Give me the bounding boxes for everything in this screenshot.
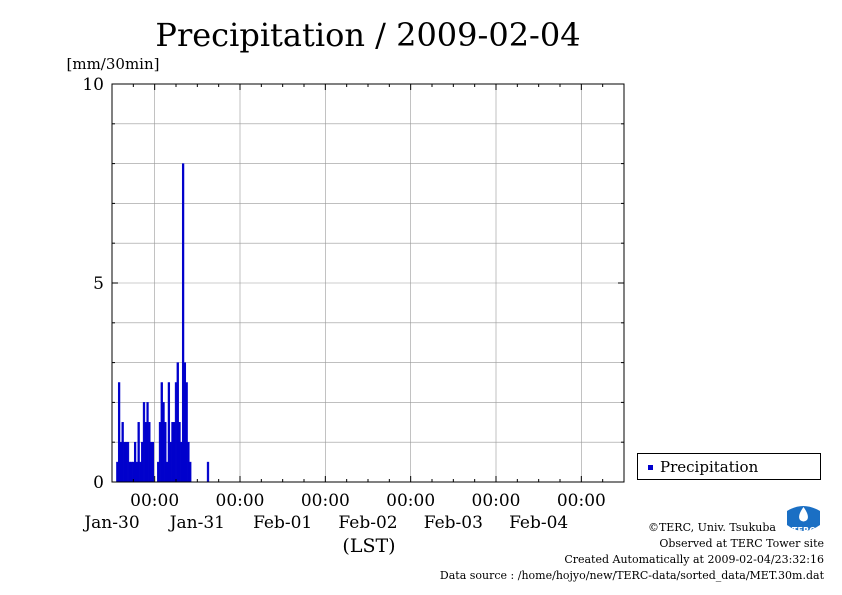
precipitation-bar xyxy=(176,362,179,483)
precipitation-bar xyxy=(128,461,131,483)
precipitation-bar xyxy=(142,402,146,483)
precipitation-bar xyxy=(149,441,153,483)
logo-text: TERC xyxy=(792,526,815,535)
precipitation-bars xyxy=(116,163,210,483)
y-tick-label: 5 xyxy=(93,274,104,294)
x-date-label: Feb-02 xyxy=(338,513,397,533)
created-line: Created Automatically at 2009-02-04/23:3… xyxy=(564,553,824,566)
precipitation-bar xyxy=(119,441,123,483)
x-time-label: 00:00 xyxy=(130,491,179,511)
precipitation-bar xyxy=(167,382,171,483)
precipitation-bar xyxy=(117,382,121,483)
precipitation-bar xyxy=(165,461,169,483)
axis-ticks xyxy=(111,83,625,483)
precipitation-bar xyxy=(151,441,155,483)
precipitation-bar xyxy=(146,402,149,483)
y-axis-unit-label: [mm/30min] xyxy=(67,55,160,73)
precipitation-bar xyxy=(164,422,167,483)
precipitation-bar xyxy=(158,422,162,483)
precipitation-bar xyxy=(178,422,181,483)
copyright-line: ©TERC, Univ. Tsukuba xyxy=(647,521,776,534)
precipitation-bar xyxy=(137,422,140,483)
x-date-label: Feb-01 xyxy=(253,513,312,533)
legend-swatch-precipitation xyxy=(648,465,653,470)
chart-legend: Precipitation xyxy=(637,453,821,480)
precipitation-bar xyxy=(174,382,178,483)
x-date-label: Jan-30 xyxy=(82,513,139,533)
x-date-label: Feb-04 xyxy=(509,513,568,533)
precipitation-bar xyxy=(130,461,133,483)
precipitation-bar xyxy=(135,461,139,483)
precipitation-bar xyxy=(185,382,188,483)
precipitation-bar xyxy=(126,441,130,483)
x-time-label: 00:00 xyxy=(301,491,350,511)
precipitation-bar xyxy=(133,441,137,483)
precipitation-bar xyxy=(121,422,124,483)
precipitation-bar xyxy=(173,422,176,483)
precipitation-bar xyxy=(125,441,128,483)
credits-block: ©TERC, Univ. Tsukuba Observed at TERC To… xyxy=(440,520,824,584)
source-line: Data source : /home/hojyo/new/TERC-data/… xyxy=(439,569,824,582)
precipitation-bar xyxy=(181,163,185,483)
precipitation-bar xyxy=(189,461,192,483)
x-date-label: Feb-03 xyxy=(424,513,483,533)
y-tick-label: 0 xyxy=(93,473,104,493)
precipitation-bar xyxy=(139,461,142,483)
precipitation-bar xyxy=(157,461,160,483)
precipitation-bar xyxy=(187,441,190,483)
x-time-label: 00:00 xyxy=(386,491,435,511)
precipitation-bar xyxy=(180,441,183,483)
x-date-label: Jan-31 xyxy=(168,513,225,533)
precipitation-bar xyxy=(206,461,210,483)
grid-lines xyxy=(112,84,624,482)
y-tick-label: 10 xyxy=(82,75,104,95)
x-axis-label: (LST) xyxy=(342,535,395,557)
observed-line: Observed at TERC Tower site xyxy=(659,537,824,550)
precipitation-bar xyxy=(162,402,165,483)
x-time-label: 00:00 xyxy=(216,491,265,511)
precipitation-bar xyxy=(183,362,187,483)
legend-label-precipitation: Precipitation xyxy=(660,458,759,476)
precipitation-bar xyxy=(160,382,163,483)
precipitation-bar xyxy=(141,441,144,483)
x-time-label: 00:00 xyxy=(557,491,606,511)
precipitation-bar xyxy=(148,422,151,483)
x-time-label: 00:00 xyxy=(472,491,521,511)
precipitation-bar xyxy=(169,441,172,483)
chart-title: Precipitation / 2009-02-04 xyxy=(155,16,580,54)
precipitation-bar xyxy=(171,422,174,483)
precipitation-bar xyxy=(123,441,126,483)
precipitation-bar xyxy=(116,461,119,483)
precipitation-bar xyxy=(144,422,147,483)
y-tick-labels: 0 5 10 xyxy=(82,75,104,493)
terc-logo: TERC xyxy=(785,503,822,537)
x-tick-labels: 00:00Jan-3000:00Jan-3100:00Feb-0100:00Fe… xyxy=(82,491,605,533)
